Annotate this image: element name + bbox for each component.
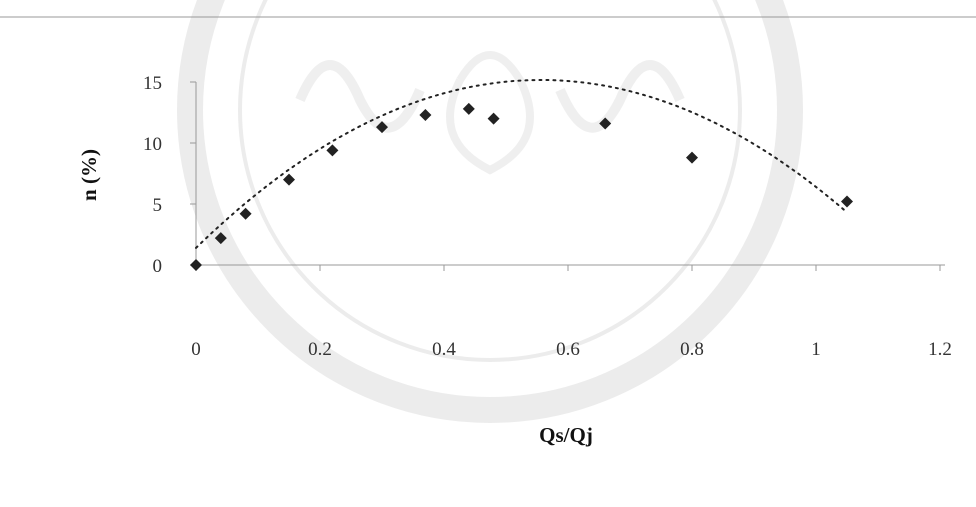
x-tick-label: 0 <box>191 339 201 360</box>
trendline <box>195 79 848 249</box>
y-tick-labels: 0 5 10 15 <box>143 73 162 277</box>
data-point <box>841 195 853 208</box>
x-axis-title: Qs/Qj <box>539 423 593 447</box>
y-tick-label: 0 <box>153 256 163 277</box>
x-tick-label: 0.4 <box>432 339 456 360</box>
data-point <box>190 259 202 271</box>
data-point <box>462 102 475 115</box>
data-points <box>190 102 853 271</box>
y-axis-title: n (%) <box>77 149 101 201</box>
x-tick-label: 1.2 <box>928 339 952 360</box>
y-tick-label: 10 <box>143 134 162 155</box>
x-tick-label: 0.2 <box>308 339 332 360</box>
data-point <box>326 144 339 157</box>
data-point <box>214 232 227 245</box>
data-point <box>283 173 295 186</box>
x-tick-label: 0.6 <box>556 339 580 360</box>
data-point <box>487 112 500 125</box>
data-point <box>686 151 698 164</box>
x-ticks <box>195 265 941 271</box>
data-point <box>599 117 612 130</box>
y-tick-label: 15 <box>143 73 162 94</box>
watermark-seal <box>177 0 803 423</box>
y-tick-label: 5 <box>153 195 163 216</box>
x-tick-label: 0.8 <box>680 339 704 360</box>
data-point <box>419 108 432 121</box>
data-point <box>376 121 388 134</box>
x-tick-label: 1 <box>811 339 821 360</box>
data-point <box>239 207 252 220</box>
x-tick-labels: 0 0.2 0.4 0.6 0.8 1 1.2 <box>191 339 952 360</box>
